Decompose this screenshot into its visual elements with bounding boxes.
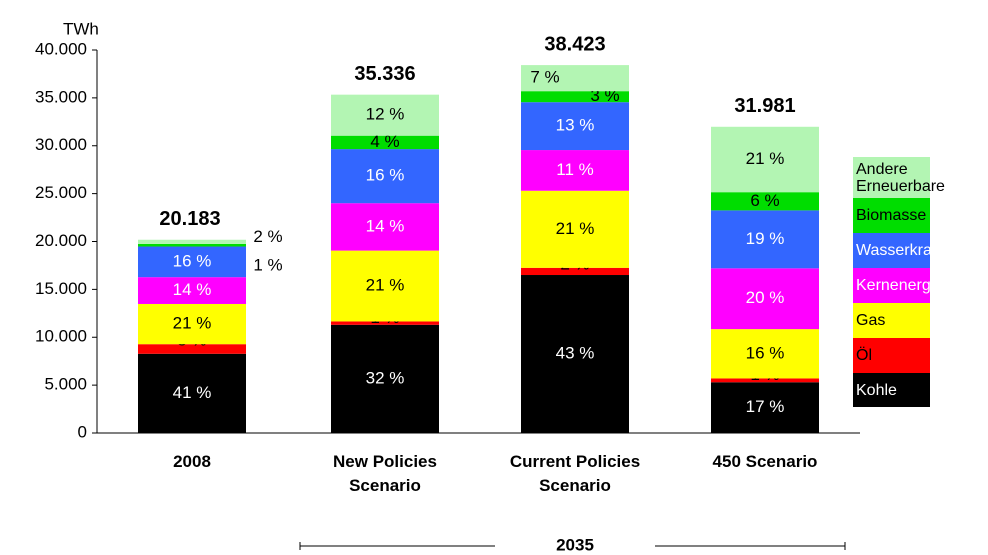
y-tick-label: 15.000 [35,279,87,298]
segment-label: 17 % [746,397,785,416]
y-tick-label: 0 [78,422,87,441]
segment-label: 1 % [253,255,282,274]
segment-label: 7 % [530,68,559,87]
segment-label: 12 % [366,105,405,124]
legend-entry: Gas [853,303,930,338]
y-tick-label: 20.000 [35,231,87,250]
segment-label: 32 % [366,368,405,387]
segment-label: 11 % [556,160,594,179]
segment-label: 14 % [173,280,212,299]
bar-segment [331,94,439,136]
bar-segment [521,91,629,103]
legend-entry: Kernenergie [853,268,943,303]
segment-label: 4 % [370,132,399,151]
total-label: 20.183 [159,208,220,230]
bracket-label: 2035 [556,535,594,554]
bar-segment [521,102,629,151]
bar-segment [138,344,246,354]
bar-segment [138,277,246,304]
bar-segment [711,210,819,269]
legend-entry: Kohle [853,373,930,407]
bar-segment [521,150,629,191]
segment-label: 19 % [746,229,785,248]
segment-label: 21 % [746,149,785,168]
segment-label: 16 % [366,166,405,185]
bar-segment [521,267,629,276]
segment-label: 20 % [746,288,785,307]
segment-label: 16 % [173,251,212,270]
legend-entry: Biomasse [853,198,930,233]
y-tick-label: 10.000 [35,327,87,346]
segment-label: 21 % [173,314,212,333]
bar-segment [138,353,246,433]
bar-segment [711,192,819,211]
y-tick-label: 5.000 [44,375,87,394]
total-label: 31.981 [734,95,795,117]
bar-segment [331,203,439,251]
segment-label: 43 % [556,343,595,362]
bar-segment [711,329,819,379]
total-label: 35.336 [354,63,415,85]
legend-entry: Öl [853,338,930,373]
segment-label: 14 % [366,216,405,235]
segment-label: 2 % [253,227,282,246]
segment-label: 21 % [366,276,405,295]
bar-segment [138,303,246,345]
segment-label: 21 % [556,219,595,238]
segment-label: 16 % [746,343,785,362]
legend-entry: Andere Erneuerbare [853,157,945,198]
bar-segment [138,243,246,247]
x-tick-label: New Policies Scenario [333,452,437,495]
bar-segment [711,268,819,330]
bar-segment [711,126,819,193]
bar-segment [521,65,629,92]
bar-segment [711,382,819,433]
bar-segment [711,378,819,383]
bar-segment [138,246,246,278]
bar-segment [521,275,629,433]
bracket [299,542,846,550]
legend-entry: Wasserkraft [853,233,941,268]
bar-segment [331,324,439,433]
y-tick-label: 40.000 [35,39,87,58]
segment-label: 41 % [173,383,212,402]
total-label: 38.423 [544,33,605,55]
bar-segment [521,190,629,268]
x-tick-label: 450 Scenario [712,452,818,471]
segment-label: 6 % [750,191,779,210]
y-tick-label: 25.000 [35,183,87,202]
y-axis-label: TWh [63,19,99,38]
bar-segment [331,321,439,325]
bar-segment [331,135,439,150]
bar-segment [138,239,246,244]
segment-label: 13 % [556,116,595,135]
bar-segment [331,149,439,204]
y-tick-label: 35.000 [35,87,87,106]
y-tick-label: 30.000 [35,135,87,154]
x-tick-label: 2008 [173,452,211,471]
bar-segment [331,250,439,322]
x-tick-label: Current Policies Scenario [509,452,641,495]
